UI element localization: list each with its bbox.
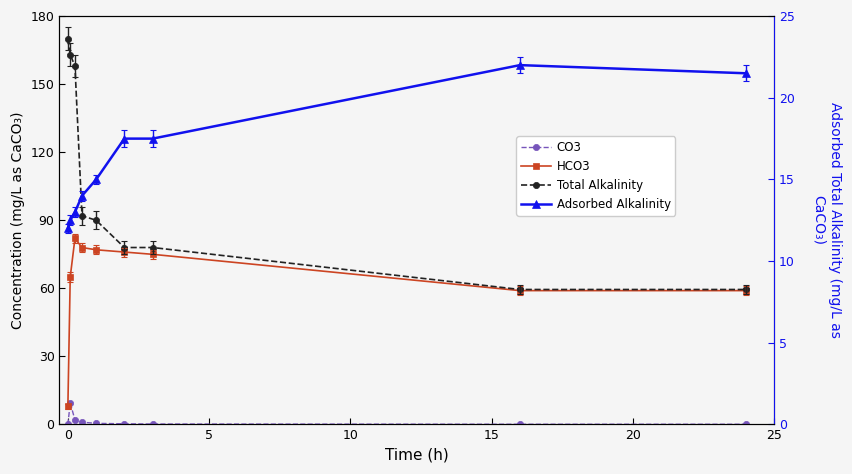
Adsorbed Alkalinity [515, 62, 525, 68]
HCO3 [63, 403, 73, 409]
CO3 [147, 421, 158, 427]
CO3 [65, 400, 75, 406]
Total Alkalinity [77, 213, 87, 219]
CO3 [91, 420, 101, 426]
Total Alkalinity [65, 52, 75, 57]
Total Alkalinity [515, 287, 525, 292]
HCO3 [77, 245, 87, 250]
HCO3 [65, 274, 75, 280]
HCO3 [91, 247, 101, 253]
CO3 [77, 419, 87, 425]
Total Alkalinity [91, 218, 101, 223]
CO3 [515, 421, 525, 427]
Adsorbed Alkalinity [63, 226, 73, 231]
CO3 [740, 421, 751, 427]
HCO3 [147, 252, 158, 257]
Line: Adsorbed Alkalinity: Adsorbed Alkalinity [64, 61, 749, 233]
Legend: CO3, HCO3, Total Alkalinity, Adsorbed Alkalinity: CO3, HCO3, Total Alkalinity, Adsorbed Al… [515, 137, 675, 216]
X-axis label: Time (h): Time (h) [384, 448, 448, 463]
Total Alkalinity [70, 63, 80, 69]
Adsorbed Alkalinity [65, 218, 75, 223]
Adsorbed Alkalinity [77, 193, 87, 199]
Total Alkalinity [147, 245, 158, 250]
Y-axis label: Concentration (mg/L as CaCO₃): Concentration (mg/L as CaCO₃) [11, 111, 25, 329]
Line: HCO3: HCO3 [65, 235, 748, 410]
Line: CO3: CO3 [65, 400, 748, 428]
Total Alkalinity [63, 36, 73, 42]
Line: Total Alkalinity: Total Alkalinity [65, 36, 748, 292]
HCO3 [515, 288, 525, 293]
Adsorbed Alkalinity [740, 71, 751, 76]
HCO3 [70, 236, 80, 241]
CO3 [119, 421, 130, 427]
Adsorbed Alkalinity [70, 210, 80, 215]
CO3 [70, 417, 80, 423]
Adsorbed Alkalinity [147, 136, 158, 141]
HCO3 [740, 288, 751, 293]
HCO3 [119, 249, 130, 255]
Total Alkalinity [119, 245, 130, 250]
Adsorbed Alkalinity [91, 177, 101, 182]
CO3 [63, 422, 73, 428]
Adsorbed Alkalinity [119, 136, 130, 141]
Total Alkalinity [740, 287, 751, 292]
Y-axis label: Adsorbed Total Alkalinity (mg/L as
CaCO₃): Adsorbed Total Alkalinity (mg/L as CaCO₃… [811, 102, 841, 338]
